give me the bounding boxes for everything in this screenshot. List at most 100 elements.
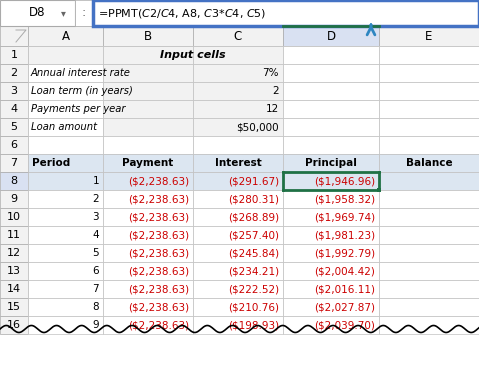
- Bar: [103, 64, 193, 82]
- Bar: [28, 136, 103, 154]
- Bar: [283, 298, 379, 316]
- Bar: [283, 154, 379, 172]
- Bar: [0, 136, 28, 154]
- Text: ($1,946.96): ($1,946.96): [314, 176, 375, 186]
- Bar: [193, 100, 283, 118]
- Bar: [28, 172, 103, 190]
- Bar: [379, 136, 479, 154]
- Text: ($2,027.87): ($2,027.87): [314, 302, 375, 312]
- Text: 8: 8: [92, 302, 99, 312]
- Text: ($257.40): ($257.40): [228, 230, 279, 240]
- Bar: [103, 280, 193, 298]
- Bar: [193, 226, 283, 244]
- Text: A: A: [61, 29, 69, 42]
- Text: ($1,981.23): ($1,981.23): [314, 230, 375, 240]
- Text: Loan term (in years): Loan term (in years): [31, 86, 133, 96]
- Bar: [103, 244, 193, 262]
- Text: 9: 9: [92, 320, 99, 330]
- Bar: [379, 64, 479, 82]
- Bar: [0, 208, 28, 226]
- Bar: [193, 190, 283, 208]
- Bar: [28, 262, 103, 280]
- Text: 5: 5: [92, 248, 99, 258]
- Text: 14: 14: [7, 284, 21, 294]
- Text: 9: 9: [11, 194, 18, 204]
- Bar: [379, 244, 479, 262]
- Bar: [193, 64, 283, 82]
- Text: 7: 7: [92, 284, 99, 294]
- Bar: [283, 46, 379, 64]
- Text: B: B: [144, 29, 152, 42]
- Bar: [28, 46, 103, 64]
- Bar: [103, 82, 193, 100]
- Bar: [28, 154, 103, 172]
- Bar: [379, 262, 479, 280]
- Bar: [193, 118, 283, 136]
- Text: ($2,016.11): ($2,016.11): [314, 284, 375, 294]
- Text: 6: 6: [92, 266, 99, 276]
- Bar: [379, 226, 479, 244]
- Bar: [103, 262, 193, 280]
- Bar: [379, 26, 479, 46]
- Text: ($245.84): ($245.84): [228, 248, 279, 258]
- Bar: [193, 26, 283, 46]
- Bar: [0, 100, 28, 118]
- Bar: [103, 26, 193, 46]
- Bar: [379, 316, 479, 334]
- Bar: [283, 262, 379, 280]
- Bar: [283, 64, 379, 82]
- Text: 13: 13: [7, 266, 21, 276]
- Bar: [283, 118, 379, 136]
- Bar: [0, 316, 28, 334]
- Text: ($268.89): ($268.89): [228, 212, 279, 222]
- Bar: [283, 208, 379, 226]
- Bar: [103, 172, 193, 190]
- Bar: [103, 136, 193, 154]
- Bar: [193, 262, 283, 280]
- Text: ($210.76): ($210.76): [228, 302, 279, 312]
- Text: ($1,958.32): ($1,958.32): [314, 194, 375, 204]
- Text: Interest: Interest: [215, 158, 262, 168]
- Bar: [28, 82, 103, 100]
- Text: 12: 12: [266, 104, 279, 114]
- Text: ($198.93): ($198.93): [228, 320, 279, 330]
- Text: ▾: ▾: [60, 8, 66, 18]
- Text: 7: 7: [11, 158, 18, 168]
- Bar: [283, 82, 379, 100]
- Bar: [379, 46, 479, 64]
- Text: ($2,039.70): ($2,039.70): [314, 320, 375, 330]
- Text: $50,000: $50,000: [236, 122, 279, 132]
- Text: D8: D8: [29, 6, 46, 19]
- Bar: [28, 190, 103, 208]
- Text: Principal: Principal: [305, 158, 357, 168]
- Bar: [193, 172, 283, 190]
- Bar: [0, 244, 28, 262]
- Text: ($234.21): ($234.21): [228, 266, 279, 276]
- Bar: [0, 154, 28, 172]
- Bar: [193, 82, 283, 100]
- Text: ($2,238.63): ($2,238.63): [128, 176, 189, 186]
- Text: 12: 12: [7, 248, 21, 258]
- Text: :: :: [82, 6, 86, 19]
- Text: Payments per year: Payments per year: [31, 104, 125, 114]
- Text: ($2,238.63): ($2,238.63): [128, 212, 189, 222]
- Bar: [103, 226, 193, 244]
- Text: =PPMT($C$2/$C$4, A8, $C$3*$C$4, $C$5): =PPMT($C$2/$C$4, A8, $C$3*$C$4, $C$5): [98, 6, 266, 19]
- Text: ($2,004.42): ($2,004.42): [314, 266, 375, 276]
- Text: ($2,238.63): ($2,238.63): [128, 320, 189, 330]
- Bar: [103, 154, 193, 172]
- Bar: [193, 244, 283, 262]
- Bar: [283, 244, 379, 262]
- Text: ($2,238.63): ($2,238.63): [128, 248, 189, 258]
- Bar: [379, 172, 479, 190]
- Bar: [103, 118, 193, 136]
- Bar: [28, 100, 103, 118]
- Text: ($2,238.63): ($2,238.63): [128, 266, 189, 276]
- Text: 1: 1: [92, 176, 99, 186]
- Bar: [379, 118, 479, 136]
- Text: ($2,238.63): ($2,238.63): [128, 194, 189, 204]
- Text: ($1,969.74): ($1,969.74): [314, 212, 375, 222]
- Bar: [93, 0, 479, 26]
- Text: 8: 8: [11, 176, 18, 186]
- Bar: [103, 100, 193, 118]
